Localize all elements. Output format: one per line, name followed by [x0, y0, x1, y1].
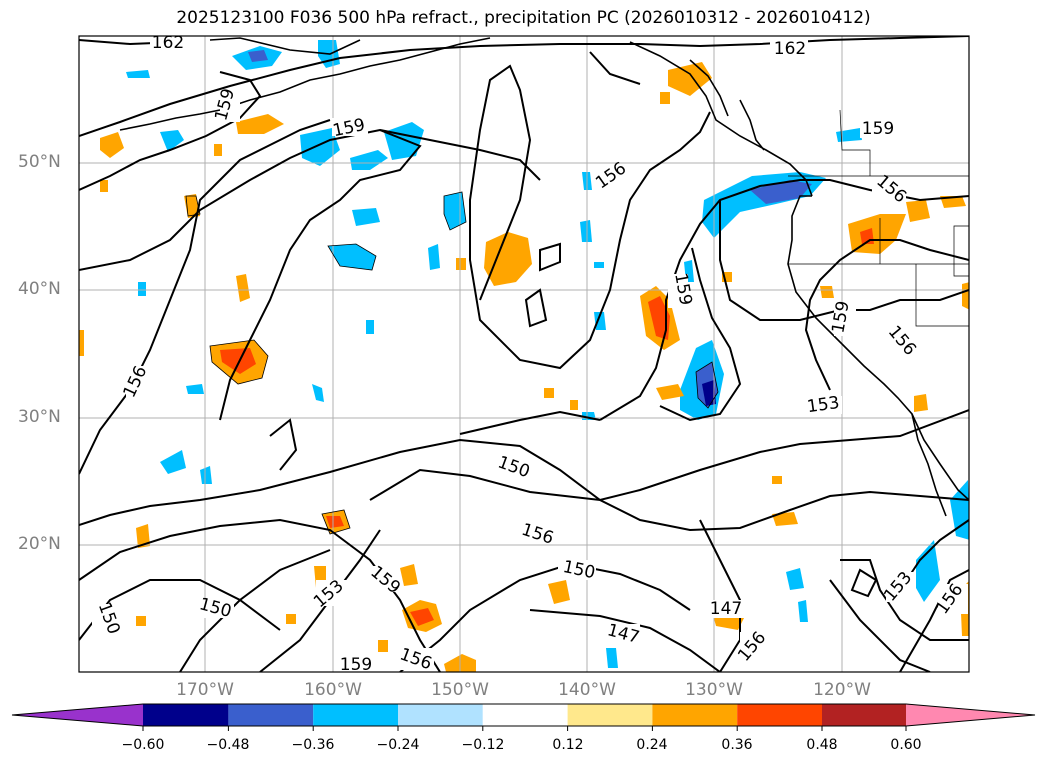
contour-label: 159 [340, 655, 372, 675]
colorbar-tick-label: 0.60 [890, 737, 922, 753]
map-frame [78, 35, 970, 673]
colorbar-tick-label: 0.12 [552, 737, 584, 753]
colorbar-segment [822, 704, 906, 726]
colorbar-tick-label: 0.48 [806, 737, 838, 753]
contour-label: 162 [152, 33, 184, 53]
contour-label: 156 [872, 171, 910, 207]
precip-outlines [185, 191, 719, 535]
colorbar-tick-label: −0.36 [291, 737, 335, 753]
contour-label: 147 [710, 599, 742, 619]
lat-label-40n: 40°N [18, 279, 61, 299]
colorbar-segment [737, 704, 822, 726]
colorbar-tick-label: −0.48 [206, 737, 250, 753]
contour-label: 153 [806, 393, 841, 417]
lon-label-130w: 130°W [685, 680, 743, 700]
precip-shading [79, 40, 969, 672]
lat-label-20n: 20°N [18, 534, 61, 554]
refractivity-contours [79, 36, 969, 672]
lat-label-30n: 30°N [18, 407, 61, 427]
contour-label: 156 [592, 158, 630, 193]
colorbar-segment [143, 704, 229, 726]
colorbar-tick-label: −0.60 [121, 737, 165, 753]
colorbar-segment [398, 704, 483, 726]
colorbar-extend-max [906, 704, 1035, 726]
lon-label-140w: 140°W [558, 680, 616, 700]
colorbar-segment [482, 704, 568, 726]
coastlines [119, 37, 969, 517]
colorbar-tick-label: 0.24 [636, 737, 668, 753]
borders [788, 109, 969, 327]
colorbar-segment [313, 704, 398, 726]
colorbar-segment [652, 704, 738, 726]
lon-label-120w: 120°W [813, 680, 871, 700]
contour-label: 162 [774, 39, 806, 59]
colorbar-tick-label: 0.36 [721, 737, 753, 753]
contour-labels: 162 159 159 162 159 156 156 159 156 159 … [92, 33, 968, 675]
lon-label-170w: 170°W [176, 680, 234, 700]
colorbar-tick-label: −0.24 [376, 737, 420, 753]
colorbar-tick-label: −0.12 [461, 737, 505, 753]
colorbar-segment [228, 704, 314, 726]
lon-label-160w: 160°W [304, 680, 362, 700]
contour-label: 159 [862, 119, 894, 139]
positive-anomaly-areas [79, 62, 969, 672]
colorbar [11, 703, 1036, 731]
map-title: 2025123100 F036 500 hPa refract., precip… [176, 8, 871, 28]
lon-label-150w: 150°W [431, 680, 489, 700]
colorbar-extend-min [12, 704, 143, 726]
colorbar-segment [567, 704, 653, 726]
lat-label-50n: 50°N [18, 152, 61, 172]
